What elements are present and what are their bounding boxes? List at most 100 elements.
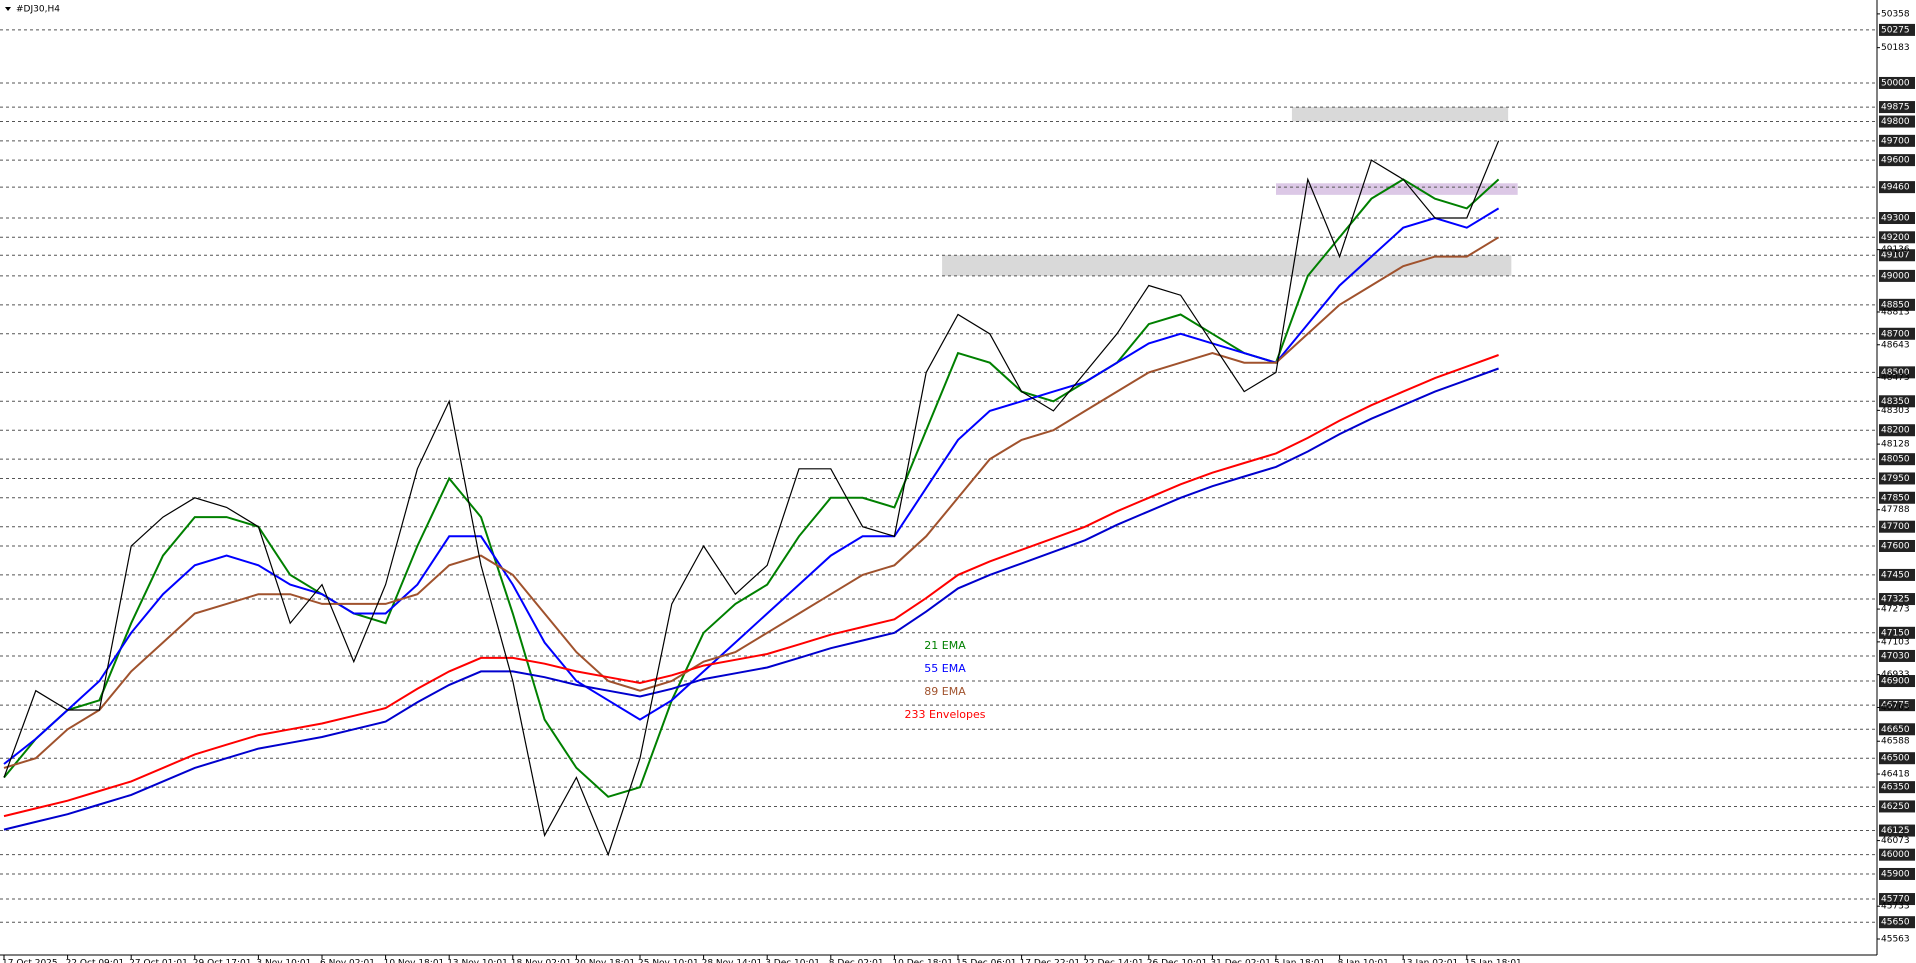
y-tick-label: 48643 <box>1881 340 1910 350</box>
level-label-bg <box>1879 824 1915 837</box>
legend-label: 233 Envelopes <box>905 708 986 721</box>
level-label: 49700 <box>1881 136 1910 146</box>
y-tick-label: 47273 <box>1881 605 1910 615</box>
y-tick-label: 45563 <box>1881 934 1910 944</box>
x-tick-label: 29 Oct 17:01 <box>193 959 252 963</box>
level-label-bg <box>1879 181 1915 194</box>
level-label-bg <box>1879 269 1915 282</box>
level-label: 49000 <box>1881 271 1910 281</box>
x-tick-label: 13 Nov 10:01 <box>447 959 508 963</box>
level-label-bg <box>1879 154 1915 167</box>
level-label-bg <box>1879 76 1915 89</box>
level-label-bg <box>1879 675 1915 688</box>
level-label: 49875 <box>1881 103 1910 113</box>
level-label: 45900 <box>1881 869 1910 879</box>
zones <box>942 107 1518 276</box>
level-label-bg <box>1879 115 1915 128</box>
series-line <box>3 354 1499 818</box>
level-label-bg <box>1879 781 1915 794</box>
y-tick-label: 48128 <box>1881 440 1910 450</box>
y-tick-label: 48303 <box>1881 406 1910 416</box>
y-tick-label: 46073 <box>1881 836 1910 846</box>
level-label: 46250 <box>1881 802 1910 812</box>
zone <box>942 255 1512 276</box>
level-label: 47700 <box>1881 522 1910 532</box>
series-line <box>3 207 1500 765</box>
level-label: 46350 <box>1881 783 1910 793</box>
level-label: 48700 <box>1881 329 1910 339</box>
level-label: 47850 <box>1881 493 1910 503</box>
x-tick-label: 28 Nov 14:01 <box>702 959 763 963</box>
level-label-bg <box>1879 134 1915 147</box>
level-label: 47950 <box>1881 474 1910 484</box>
x-tick-label: 25 Nov 10:01 <box>638 959 699 963</box>
levels: 50275 50000 49875 49800 49700 49600 49460 49300… <box>0 23 1915 929</box>
x-tick-label: 20 Nov 18:01 <box>574 959 635 963</box>
level-label: 49800 <box>1881 117 1910 127</box>
level-label: 49460 <box>1881 183 1910 193</box>
level-label-bg <box>1879 539 1915 552</box>
x-tick-label: 8 Jan 10:01 <box>1338 959 1389 963</box>
x-tick-label: 22 Dec 14:01 <box>1083 959 1144 963</box>
lines <box>3 140 1500 857</box>
y-tick-label: 50183 <box>1881 43 1910 53</box>
legend-label: 89 EMA <box>924 685 966 698</box>
y-tick-label: 49136 <box>1881 245 1910 255</box>
y-tick-label: 46588 <box>1881 737 1910 747</box>
level-label: 49600 <box>1881 156 1910 166</box>
level-label-bg <box>1879 649 1915 662</box>
level-label: 48350 <box>1881 397 1910 407</box>
y-tick-label: 47103 <box>1881 637 1910 647</box>
level-label: 46500 <box>1881 754 1910 764</box>
level-label: 48850 <box>1881 300 1910 310</box>
level-label: 45650 <box>1881 918 1910 928</box>
level-label: 46000 <box>1881 850 1910 860</box>
level-label-bg <box>1879 453 1915 466</box>
level-label: 46650 <box>1881 725 1910 735</box>
x-tick-label: 10 Nov 18:01 <box>384 959 445 963</box>
level-label: 47150 <box>1881 628 1910 638</box>
x-tick-label: 3 Dec 10:01 <box>765 959 820 963</box>
level-label-bg <box>1879 101 1915 114</box>
level-label-bg <box>1879 327 1915 340</box>
legend-label: 55 EMA <box>924 662 966 675</box>
level-label: 49300 <box>1881 214 1910 224</box>
level-label-bg <box>1879 212 1915 225</box>
level-label: 47030 <box>1881 651 1910 661</box>
level-label-bg <box>1879 231 1915 244</box>
x-tick-label: 5 Jan 18:01 <box>1274 959 1325 963</box>
level-label-bg <box>1879 593 1915 606</box>
level-label-bg <box>1879 249 1915 262</box>
level-label: 49200 <box>1881 233 1910 243</box>
level-label-bg <box>1879 568 1915 581</box>
level-label: 47325 <box>1881 595 1910 605</box>
level-label-bg <box>1879 723 1915 736</box>
level-label-bg <box>1879 800 1915 813</box>
menu-icon[interactable] <box>5 7 11 11</box>
x-tick-label: 3 Nov 10:01 <box>256 959 311 963</box>
level-label: 45770 <box>1881 895 1910 905</box>
x-tick-label: 31 Dec 02:01 <box>1210 959 1271 963</box>
level-label: 48200 <box>1881 426 1910 436</box>
x-tick-label: 15 Jan 18:01 <box>1465 959 1522 963</box>
level-label-bg <box>1879 893 1915 906</box>
level-label: 46900 <box>1881 677 1910 687</box>
x-tick-label: 6 Nov 02:01 <box>320 959 375 963</box>
x-tick-label: 17 Dec 22:01 <box>1020 959 1081 963</box>
level-label-bg <box>1879 699 1915 712</box>
x-tick-label: 13 Jan 02:01 <box>1401 959 1458 963</box>
y-tick-label: 48473 <box>1881 373 1910 383</box>
x-tick-label: 27 Oct 01:01 <box>129 959 188 963</box>
y-tick-label: 46933 <box>1881 670 1910 680</box>
x-tick-label: 26 Dec 10:01 <box>1147 959 1208 963</box>
level-label-bg <box>1879 298 1915 311</box>
zone <box>1276 183 1518 195</box>
level-label-bg <box>1879 626 1915 639</box>
level-label: 48050 <box>1881 455 1910 465</box>
chart-title: #DJ30,H4 <box>16 5 60 15</box>
x-tick-label: 15 Dec 06:01 <box>956 959 1017 963</box>
level-label-bg <box>1879 395 1915 408</box>
level-label-bg <box>1879 752 1915 765</box>
y-tick-label: 50358 <box>1881 9 1910 19</box>
zone <box>1291 107 1509 122</box>
